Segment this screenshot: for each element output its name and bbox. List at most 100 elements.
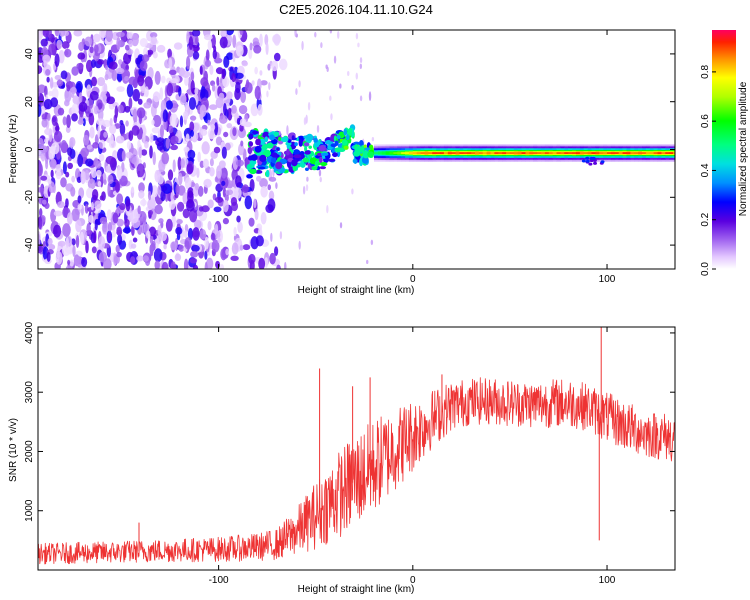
- spectrogram-carrier-cell: [661, 152, 666, 155]
- spectrogram-noise-cell: [170, 241, 178, 251]
- spectrogram-noise-cell: [224, 142, 231, 151]
- spectrogram-noise-cell: [156, 44, 166, 53]
- spectrogram-noise-cell: [115, 244, 120, 253]
- spectrogram-noise-cell: [241, 61, 248, 67]
- spectrogram-noise-cell: [178, 244, 185, 252]
- spectrogram-noise-cell: [204, 59, 212, 68]
- spectrogram-burst-cell: [361, 156, 369, 164]
- spectrogram-noise-cell: [71, 208, 80, 222]
- spectrogram-noise-cell: [179, 93, 187, 106]
- spectrogram-carrier-cell: [385, 152, 390, 155]
- spectrogram-noise-cell: [220, 248, 227, 261]
- spectrogram-noise-cell: [115, 67, 125, 75]
- snr-y-tick-label: 4000: [24, 321, 35, 344]
- spectrogram-noise-cell: [218, 160, 226, 169]
- spectrogram-noise-cell: [69, 259, 74, 267]
- spectrogram-noise-cell: [78, 92, 83, 104]
- spectrogram-noise-cell: [89, 90, 99, 101]
- spectrogram-carrier-cell: [564, 152, 569, 155]
- spectrogram-noise-cell: [226, 123, 233, 129]
- spectrogram-noise-cell: [38, 215, 43, 230]
- spectrogram-noise-cell: [167, 48, 172, 59]
- spectrogram-burst-cell: [343, 145, 349, 150]
- spectrogram-carrier-cell: [474, 152, 480, 155]
- spectrogram-noise-cell: [366, 259, 369, 265]
- spectrogram-noise-cell: [58, 50, 65, 64]
- spectrogram-noise-cell: [191, 244, 200, 252]
- spectrogram-noise-cell: [203, 178, 212, 188]
- spectrogram-noise-cell: [116, 31, 125, 38]
- spectrogram-carrier-cell: [579, 152, 585, 155]
- spectrogram-noise-cell: [183, 230, 188, 239]
- spectrogram-burst-cell: [286, 144, 291, 149]
- spectrogram-noise-cell: [189, 121, 195, 132]
- spectrogram-noise-cell: [286, 125, 289, 136]
- spectrogram-noise-cell: [40, 145, 49, 153]
- spectrogram-noise-cell: [92, 188, 99, 201]
- spectrogram-noise-cell: [157, 185, 162, 196]
- spectrogram-burst-cell: [341, 139, 348, 146]
- spectrogram-noise-cell: [163, 243, 167, 250]
- spectrogram-noise-cell: [193, 219, 202, 229]
- spectrogram-carrier-cell: [373, 152, 379, 155]
- spectrogram-noise-cell: [102, 258, 112, 269]
- spectrogram-noise-cell: [104, 73, 109, 81]
- spectrogram-noise-cell: [67, 162, 74, 169]
- spectrogram-noise-cell: [125, 120, 129, 127]
- spectrogram-carrier-cell: [673, 152, 675, 155]
- spectrogram-noise-cell: [159, 231, 167, 242]
- spectrogram-burst-cell: [293, 154, 302, 159]
- spectrogram-noise-cell: [248, 48, 253, 60]
- spectrogram-noise-cell: [95, 169, 102, 178]
- spectrogram-noise-cell: [168, 69, 177, 76]
- spectrogram-noise-cell: [148, 226, 157, 237]
- spectrogram-noise-cell: [156, 142, 164, 151]
- spectrogram-burst-cell: [332, 152, 338, 158]
- colorbar-tick-label: 0.4: [700, 163, 711, 177]
- spectrogram-noise-cell: [221, 180, 226, 186]
- spectrogram-burst-cell: [266, 142, 274, 149]
- spectrogram-noise-cell: [77, 52, 86, 60]
- spectrogram-carrier-cell: [405, 152, 410, 155]
- spectrogram-noise-cell: [100, 91, 106, 98]
- spectrogram-noise-cell: [221, 146, 227, 159]
- spectrogram-noise-cell: [151, 240, 156, 248]
- spectrogram-carrier-cell: [626, 152, 631, 155]
- spectrogram-burst-cell: [343, 128, 348, 136]
- spectrogram-noise-cell: [122, 52, 132, 65]
- spectrogram-noise-cell: [67, 147, 73, 156]
- spectrogram-carrier-cell: [401, 152, 406, 155]
- spectrogram-noise-cell: [254, 208, 259, 221]
- spectrogram-noise-cell: [305, 184, 309, 192]
- spectrogram-carrier-cell: [638, 152, 643, 155]
- spectrogram-burst-cell: [313, 137, 318, 144]
- spectrogram-noise-cell: [94, 200, 102, 209]
- spectrogram-noise-cell: [236, 117, 241, 126]
- spectrogram-burst-cell: [268, 134, 275, 141]
- spectrogram-noise-cell: [60, 139, 68, 154]
- spectrogram-noise-cell: [97, 102, 103, 110]
- spectrogram-noise-cell: [217, 236, 221, 244]
- spectrogram-noise-cell: [112, 212, 119, 224]
- spectrogram-noise-cell: [272, 34, 282, 44]
- spectrogram-noise-cell: [186, 163, 194, 175]
- spectrogram-noise-cell: [204, 261, 208, 269]
- spectrogram-burst-cell: [600, 160, 605, 164]
- spectrogram-noise-cell: [259, 178, 268, 188]
- spectrogram-noise-cell: [137, 98, 143, 105]
- spectrogram-noise-cell: [265, 41, 269, 56]
- spectrogram-noise-cell: [107, 182, 111, 197]
- colorbar-ticks: 0.0 0.2 0.4 0.6 0.8: [700, 64, 716, 276]
- spectrogram-noise-cell: [38, 233, 41, 247]
- spectrogram-x-tick-label: 0: [410, 274, 416, 285]
- spectrogram-noise-cell: [223, 131, 229, 138]
- spectrogram-noise-cell: [259, 33, 263, 47]
- spectrogram-noise-cell: [330, 113, 333, 121]
- spectrogram-noise-cell: [218, 92, 225, 101]
- spectrogram-carrier-cell: [552, 152, 557, 155]
- spectrogram-noise-cell: [236, 215, 241, 223]
- spectrogram-noise-cell: [51, 115, 58, 127]
- spectrogram-noise-cell: [105, 30, 113, 42]
- spectrogram-noise-cell: [166, 82, 174, 97]
- spectrogram-burst-cell: [286, 148, 290, 156]
